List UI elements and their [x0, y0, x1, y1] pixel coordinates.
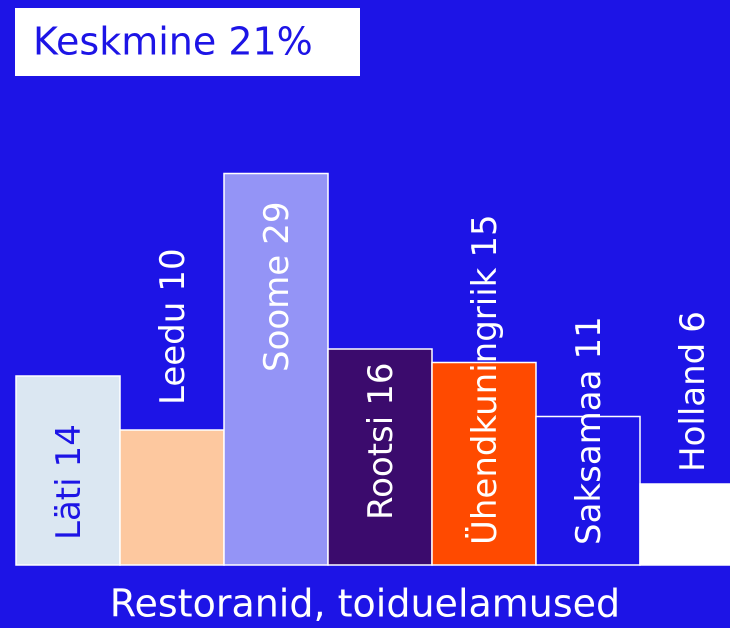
bar-label: Leedu 10 — [153, 248, 193, 405]
value-label: 10 — [153, 248, 193, 291]
bar-label: Ühendkuningriik 15 — [464, 214, 505, 545]
bar-label: Läti 14 — [49, 424, 89, 540]
bar — [639, 483, 730, 566]
value-label: 29 — [257, 202, 297, 245]
category-name: Rootsi — [361, 416, 401, 520]
bar — [119, 429, 225, 566]
category-name: Ühendkuningriik — [464, 267, 505, 545]
category-name: Saksamaa — [569, 370, 609, 545]
bar-label: Rootsi 16 — [361, 363, 401, 520]
chart-title: Keskmine 21% — [33, 20, 313, 64]
category-name: Soome — [257, 255, 297, 372]
title-box — [15, 8, 360, 76]
value-label: 14 — [49, 424, 89, 467]
bar-label: Holland 6 — [673, 311, 713, 472]
bar — [535, 415, 641, 566]
category-name: Holland — [673, 343, 713, 472]
bar — [15, 375, 121, 566]
value-label: 15 — [465, 214, 505, 257]
category-name: Leedu — [153, 302, 193, 405]
bar — [431, 361, 537, 566]
bar-label: Saksamaa 11 — [569, 316, 609, 545]
value-label: 16 — [361, 363, 401, 406]
value-label: 6 — [673, 311, 713, 333]
x-axis-label: Restoranid, toiduelamused — [110, 582, 620, 626]
category-name: Läti — [49, 477, 89, 540]
value-label: 11 — [569, 316, 609, 359]
bar-label: Soome 29 — [257, 202, 297, 373]
